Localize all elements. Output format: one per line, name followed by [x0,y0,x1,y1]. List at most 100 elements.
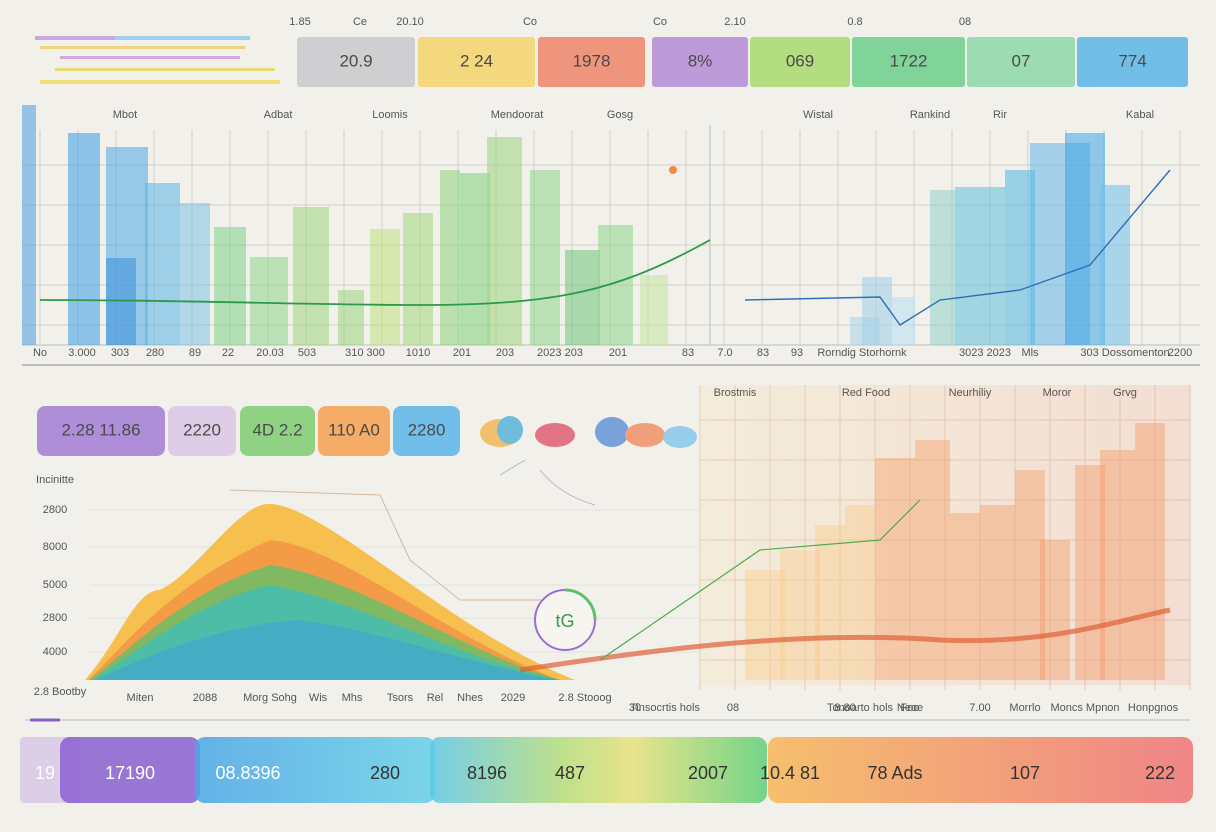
bar [403,213,433,345]
tile-value: 2.28 11.86 [61,420,140,439]
tile-value: 1978 [573,51,611,70]
lower-wave [519,607,1171,673]
bar [1065,133,1105,345]
tile [60,737,200,803]
bar [145,183,180,345]
label: 2023 203 [537,347,583,359]
label: 83 [682,347,694,359]
logo-arc [564,588,597,621]
label: Brostmis [714,387,757,399]
bar [293,207,329,345]
tile [37,406,165,456]
bar-bg [700,385,1190,685]
label: 08 [727,702,739,714]
area-layers [85,503,575,680]
tile-value: 1722 [890,51,928,70]
label: 08 [959,16,971,28]
tile [418,37,535,87]
tile [750,37,850,87]
lower-thin-line [229,489,560,601]
label: 3023 2023 [959,347,1011,359]
logo-text: tG [555,611,574,631]
bar [530,170,560,345]
blobs [480,416,697,506]
label: Mls [1021,347,1039,359]
tile [430,737,767,803]
label: Tonoarto hols [827,702,894,714]
tile-value: 2280 [408,420,446,439]
label: 2029 [501,692,525,704]
bar [338,290,364,345]
label: Incinitte [36,474,74,486]
bar [862,277,892,345]
tile [393,406,460,456]
label: Morrlo [1009,702,1040,714]
bar [460,173,490,345]
label: Miten [127,692,154,704]
tile [538,37,645,87]
label: 8.80 [834,702,855,714]
label: Honpgnos [1128,702,1179,714]
label: 8000 [43,541,67,553]
label: 2007 [688,763,728,783]
label: Gosg [607,109,633,121]
label: 280 [146,347,164,359]
bar [598,225,633,345]
label: Moncs Mpnon [1050,702,1119,714]
bar [487,137,522,345]
label: 0.8 [847,16,862,28]
label: 303 Dossomenton [1080,347,1169,359]
label: 2.8 Stooog [558,692,611,704]
tile [768,737,1193,803]
label: 17190 [105,763,155,783]
label: 2800 [43,504,67,516]
tile-value: 110 A0 [328,420,380,439]
label: 5000 [43,579,67,591]
lower-line [599,499,921,661]
tile-value: 4D 2.2 [252,420,302,439]
top-bars [22,105,1130,345]
label: 2800 [43,612,67,624]
tile-value: 2220 [183,420,221,439]
tile [852,37,965,87]
label: 201 [453,347,471,359]
label: Tinsocrtis hols [630,702,700,714]
tile-value: 20.9 [339,51,372,70]
label: 20.10 [396,16,424,28]
tile [240,406,315,456]
label: Rorndig Storhornk [817,347,907,359]
label: 89 [189,347,201,359]
tile [318,406,390,456]
label: 7.0 [717,347,732,359]
tiles [20,37,1193,803]
label: Moror [1043,387,1072,399]
label: Wis [309,692,328,704]
label: Foo [901,702,920,714]
label: Kabal [1126,109,1154,121]
tile [652,37,748,87]
bar [440,170,460,345]
label: 3.000 [68,347,96,359]
label: 1.85 [289,16,310,28]
label: 7.00 [969,702,990,714]
tile-value: 8% [688,51,713,70]
label: Wistal [803,109,833,121]
label: 107 [1010,763,1040,783]
label: 08.8396 [215,763,280,783]
label: 201 [609,347,627,359]
label: Mendoorat [491,109,544,121]
label: Adbat [264,109,293,121]
label: 30 [629,702,641,714]
label: 487 [555,763,585,783]
label: Mbot [113,109,137,121]
bar [890,297,915,345]
tile [168,406,236,456]
tile [297,37,415,87]
bar [68,133,100,345]
label: Mhs [342,692,363,704]
label: 222 [1145,763,1175,783]
bar [930,190,955,345]
label: 78 Ads [867,763,922,783]
bar [955,187,1005,345]
tile-value: 774 [1118,51,1146,70]
